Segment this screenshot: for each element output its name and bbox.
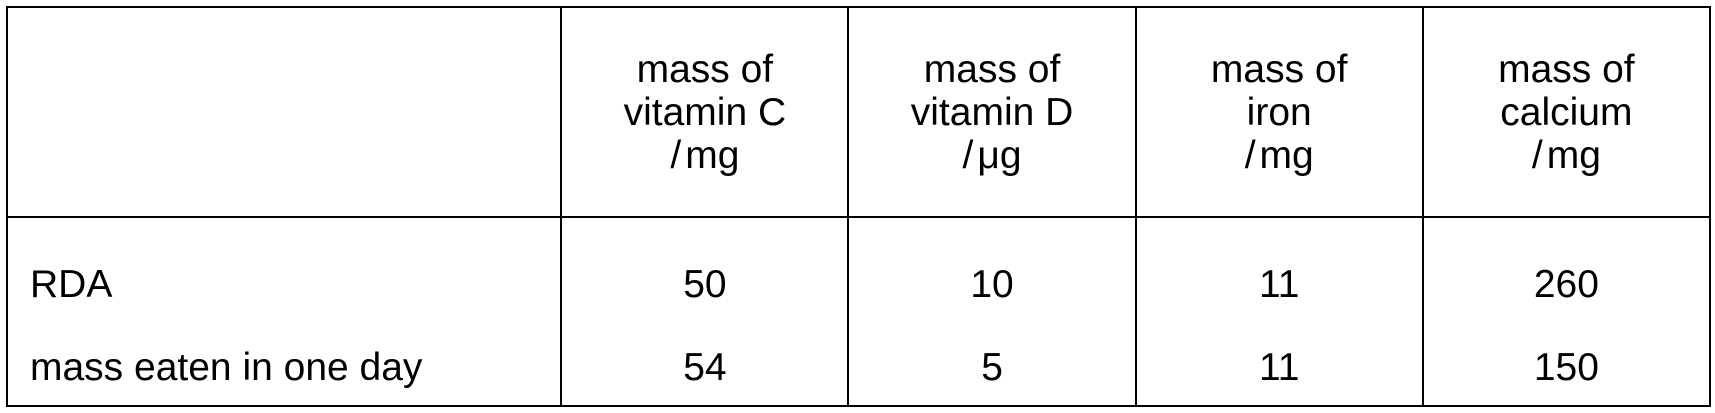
cell-vitamin-d: 5 (847, 331, 1137, 407)
header-line: iron (1246, 90, 1312, 134)
header-calcium: mass of calcium / mg (1421, 6, 1712, 218)
header-iron: mass of iron / mg (1134, 6, 1424, 218)
unit-text: mg (685, 133, 740, 177)
unit-label: / μg (962, 133, 1022, 177)
header-line: mass of (636, 47, 774, 91)
cell-vitamin-c: 54 (560, 331, 850, 407)
header-line: mass of (1498, 47, 1635, 91)
cell-iron: 11 (1134, 216, 1424, 331)
cell-calcium: 260 (1421, 216, 1712, 331)
header-vitamin-d: mass of vitamin D / μg (847, 6, 1137, 218)
header-vitamin-c: mass of vitamin C / mg (560, 6, 850, 218)
unit-text: mg (1259, 133, 1314, 177)
header-row: mass of vitamin C / mg mass of vitamin D … (5, 6, 1712, 218)
table-row-rda: RDA 50 10 11 260 (5, 216, 1712, 331)
table-row-mass-eaten: mass eaten in one day 54 5 11 150 (5, 331, 1712, 407)
cell-calcium: 150 (1421, 331, 1712, 407)
unit-label: / mg (1531, 133, 1601, 177)
unit-label: / mg (670, 133, 740, 177)
header-line: mass of (923, 47, 1061, 91)
cell-vitamin-c: 50 (560, 216, 850, 331)
header-line: vitamin C (623, 90, 787, 134)
empty-corner-cell (5, 6, 563, 218)
row-label: mass eaten in one day (5, 331, 563, 407)
unit-text: μg (977, 133, 1022, 177)
cell-iron: 11 (1134, 331, 1424, 407)
unit-text: mg (1546, 133, 1601, 177)
nutrition-table: mass of vitamin C / mg mass of vitamin D … (5, 6, 1712, 407)
header-line: mass of (1210, 47, 1348, 91)
header-line: calcium (1500, 90, 1633, 134)
cell-vitamin-d: 10 (847, 216, 1137, 331)
row-label: RDA (5, 216, 563, 331)
unit-label: / mg (1244, 133, 1314, 177)
header-line: vitamin D (910, 90, 1074, 134)
